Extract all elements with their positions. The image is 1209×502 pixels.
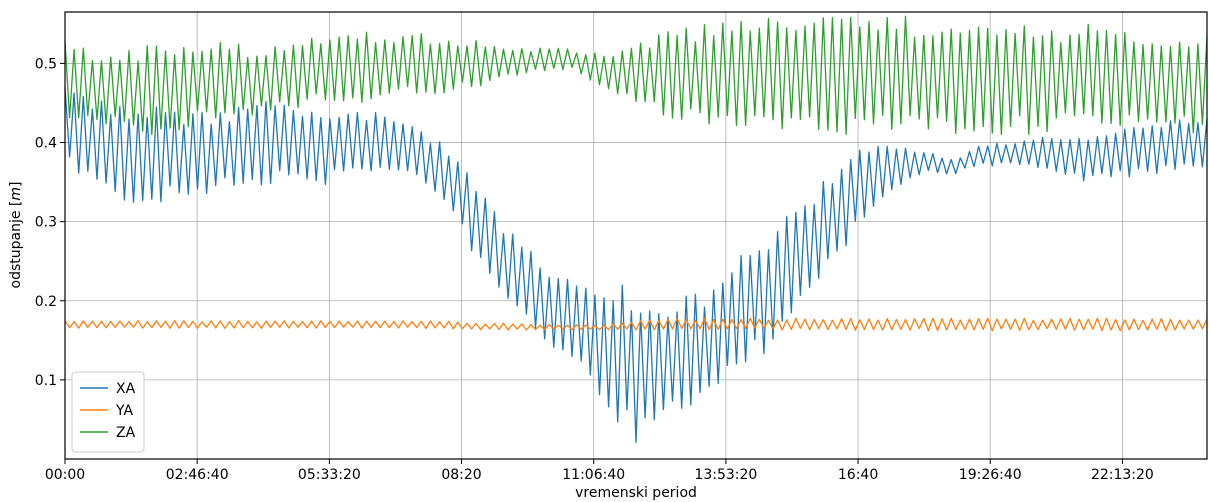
- legend-label-ya: YA: [115, 403, 133, 419]
- x-tick-label: 08:20: [441, 467, 481, 483]
- x-axis-label: vremenski period: [575, 485, 697, 501]
- y-tick-label: 0.4: [35, 136, 57, 152]
- x-tick-label: 13:53:20: [694, 467, 757, 483]
- y-tick-label: 0.2: [35, 294, 57, 310]
- x-tick-label: 05:33:20: [298, 467, 361, 483]
- y-tick-label: 0.1: [35, 373, 57, 389]
- ticks: 00:00 02:46:40 05:33:20 08:20 11:06:40 13:53:…: [35, 56, 1154, 483]
- plot-frame: [64, 11, 1208, 460]
- y-tick-label: 0.5: [35, 56, 57, 72]
- legend-label-za: ZA: [116, 425, 136, 441]
- y-axis-label: odstupanje [m]: [8, 182, 24, 289]
- x-tick-label: 19:26:40: [959, 467, 1022, 483]
- x-tick-label: 11:06:40: [562, 467, 625, 483]
- legend: XA YA ZA: [71, 371, 145, 453]
- legend-label-xa: XA: [116, 381, 136, 397]
- x-tick-label: 16:40: [838, 467, 878, 483]
- series-line-xa: [64, 87, 1208, 444]
- x-tick-label: 22:13:20: [1091, 467, 1154, 483]
- x-tick-label: 02:46:40: [166, 467, 229, 483]
- y-tick-label: 0.3: [35, 215, 57, 231]
- series-line-za: [64, 15, 1208, 136]
- series-line-ya: [64, 317, 1208, 332]
- series-group: [64, 15, 1208, 444]
- x-tick-label: 00:00: [45, 467, 85, 483]
